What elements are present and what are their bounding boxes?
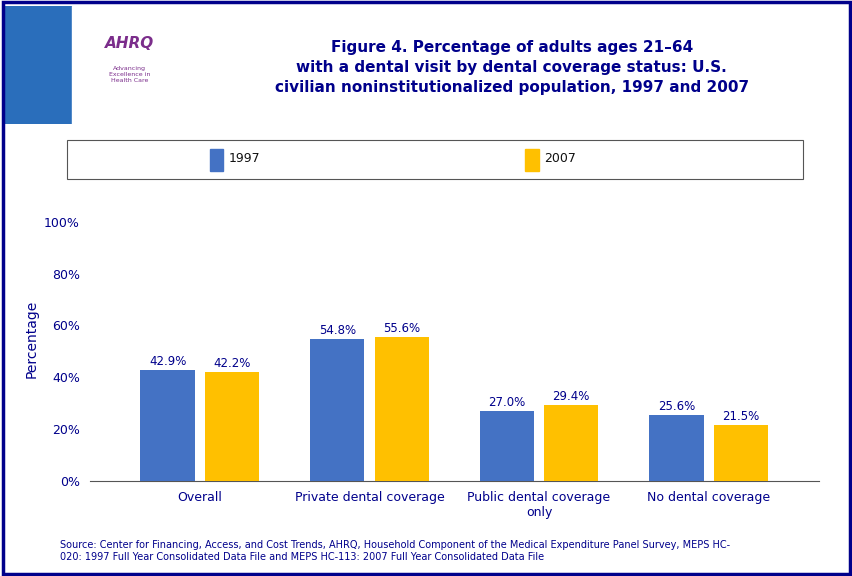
Bar: [204, 372, 259, 481]
Bar: [309, 339, 364, 481]
Bar: [141, 370, 194, 481]
Text: 1997: 1997: [228, 153, 260, 165]
Text: Advancing
Excellence in
Health Care: Advancing Excellence in Health Care: [109, 66, 150, 82]
Text: 42.2%: 42.2%: [213, 357, 250, 370]
Bar: [544, 405, 598, 481]
Bar: [525, 149, 538, 170]
Bar: [4, 6, 72, 124]
Text: 2007: 2007: [544, 153, 575, 165]
Text: 29.4%: 29.4%: [552, 390, 590, 403]
Text: 27.0%: 27.0%: [487, 396, 525, 409]
Text: AHRQ: AHRQ: [105, 36, 154, 51]
Bar: [374, 337, 429, 481]
Text: 55.6%: 55.6%: [383, 322, 420, 335]
Bar: [210, 149, 223, 170]
Text: Figure 4. Percentage of adults ages 21–64
with a dental visit by dental coverage: Figure 4. Percentage of adults ages 21–6…: [274, 40, 748, 94]
Text: 21.5%: 21.5%: [722, 411, 758, 423]
Bar: [713, 425, 767, 481]
Text: 54.8%: 54.8%: [319, 324, 355, 337]
Bar: [479, 411, 533, 481]
Bar: [72, 6, 183, 124]
Text: Source: Center for Financing, Access, and Cost Trends, AHRQ, Household Component: Source: Center for Financing, Access, an…: [60, 540, 729, 562]
Text: 42.9%: 42.9%: [149, 355, 186, 368]
Y-axis label: Percentage: Percentage: [25, 300, 38, 377]
Bar: [648, 415, 703, 481]
Text: 25.6%: 25.6%: [657, 400, 694, 413]
